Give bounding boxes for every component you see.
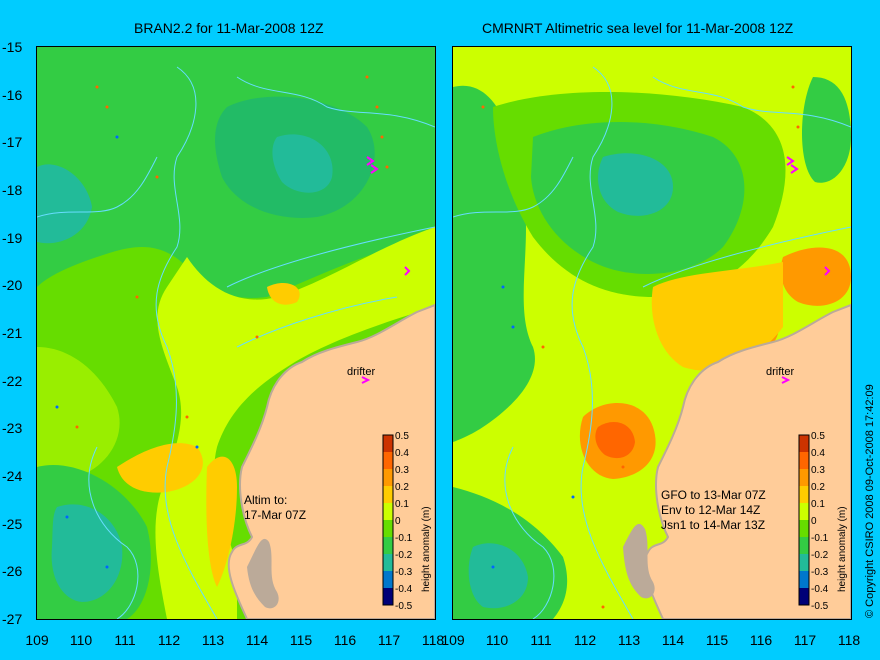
y-tick: -25: [2, 516, 23, 532]
svg-text:0.3: 0.3: [811, 465, 825, 476]
y-tick: -22: [2, 373, 23, 389]
x-tick: 114: [245, 632, 269, 648]
y-tick: -20: [2, 277, 23, 293]
x-tick: 118: [421, 632, 445, 648]
contour-lines: [37, 66, 435, 619]
right-map-panel: drifter GFO to 13-Mar 07Z Env to 12-Mar …: [452, 46, 852, 620]
svg-text:0.5: 0.5: [811, 431, 825, 442]
x-tick: 114: [661, 632, 685, 648]
drifter-marker-north: [366, 156, 379, 174]
anomaly-region-west-mid: [37, 347, 120, 479]
anomaly-patch-yellow-1: [117, 443, 203, 493]
y-tick: -27: [2, 611, 23, 627]
x-tick: 116: [333, 632, 357, 648]
note-line-3: Jsn1 to 14-Mar 13Z: [661, 518, 765, 532]
y-tick: -26: [2, 563, 23, 579]
x-tick: 111: [114, 632, 136, 648]
right-map-svg: drifter GFO to 13-Mar 07Z Env to 12-Mar …: [453, 47, 851, 619]
svg-text:0.2: 0.2: [395, 482, 409, 493]
note-line-1: Altim to:: [244, 493, 287, 507]
drifter-marker-north: [786, 156, 799, 174]
x-tick: 117: [793, 632, 817, 648]
svg-text:-0.2: -0.2: [395, 550, 413, 561]
svg-text:0.1: 0.1: [811, 499, 825, 510]
svg-text:-0.2: -0.2: [811, 550, 829, 561]
left-map-svg: drifter Altim to: 17-Mar 07Z 0.5 0.4 0.3…: [37, 47, 435, 619]
observation-dots: [55, 75, 389, 569]
drifter-marker-label: [361, 376, 371, 384]
left-panel-title: BRAN2.2 for 11-Mar-2008 12Z: [134, 20, 324, 36]
colorbar: 0.5 0.4 0.3 0.2 0.1 0 -0.1 -0.2 -0.3 -0.…: [382, 431, 432, 612]
x-tick: 113: [617, 632, 641, 648]
observation-dots: [481, 85, 800, 609]
x-tick: 110: [69, 632, 93, 648]
y-tick: -15: [2, 39, 23, 55]
anomaly-region-north-core: [272, 134, 333, 193]
anomaly-patch-yellow-2: [206, 456, 237, 587]
drifter-marker-east: [404, 266, 411, 276]
x-tick: 118: [837, 632, 861, 648]
x-tick: 115: [289, 632, 313, 648]
anomaly-patch-yellow-3: [267, 282, 300, 305]
y-tick: -21: [2, 325, 23, 341]
svg-text:-0.4: -0.4: [811, 584, 829, 595]
svg-text:-0.4: -0.4: [395, 584, 413, 595]
note-line-2: Env to 12-Mar 14Z: [661, 503, 760, 517]
y-tick: -19: [2, 230, 23, 246]
anomaly-patch-yellow-1: [651, 262, 783, 371]
left-map-panel: drifter Altim to: 17-Mar 07Z 0.5 0.4 0.3…: [36, 46, 436, 620]
coastline-bay: [623, 523, 655, 599]
note-line-2: 17-Mar 07Z: [244, 508, 306, 522]
anomaly-region-west: [37, 164, 92, 244]
x-tick: 112: [573, 632, 597, 648]
svg-text:-0.3: -0.3: [811, 567, 829, 578]
y-tick: -23: [2, 420, 23, 436]
x-tick: 110: [485, 632, 509, 648]
y-tick: -16: [2, 87, 23, 103]
y-tick: -18: [2, 182, 23, 198]
anomaly-region-northeast: [801, 77, 851, 183]
svg-text:0.3: 0.3: [395, 465, 409, 476]
note-line-1: GFO to 13-Mar 07Z: [661, 488, 766, 502]
svg-text:0: 0: [811, 516, 817, 527]
anomaly-band-coastal: [155, 227, 435, 619]
svg-text:-0.5: -0.5: [395, 601, 413, 612]
drifter-marker-east: [824, 266, 831, 276]
anomaly-patch-orange-2: [780, 247, 851, 306]
x-tick: 111: [530, 632, 552, 648]
svg-text:0.4: 0.4: [811, 448, 825, 459]
svg-text:0.2: 0.2: [811, 482, 825, 493]
svg-text:0.1: 0.1: [395, 499, 409, 510]
y-tick: -24: [2, 468, 23, 484]
anomaly-patch-orange-core: [595, 422, 635, 459]
anomaly-region-north-core: [598, 153, 673, 216]
y-tick: -17: [2, 134, 23, 150]
colorbar-label: height anomaly (m): [421, 506, 432, 592]
svg-text:0: 0: [395, 516, 401, 527]
svg-text:0.5: 0.5: [395, 431, 409, 442]
svg-text:0.4: 0.4: [395, 448, 409, 459]
x-tick: 109: [441, 632, 465, 648]
anomaly-region-southwest-core: [468, 543, 528, 609]
copyright-text: © Copyright CSIRO 2008 09-Oct-2008 17:42…: [864, 384, 876, 618]
drifter-label: drifter: [347, 366, 375, 378]
x-tick: 116: [749, 632, 773, 648]
drifter-marker-label: [781, 376, 791, 384]
svg-text:-0.5: -0.5: [811, 601, 829, 612]
colorbar-label: height anomaly (m): [837, 506, 848, 592]
svg-text:-0.3: -0.3: [395, 567, 413, 578]
svg-text:-0.1: -0.1: [811, 533, 829, 544]
right-panel-title: CMRNRT Altimetric sea level for 11-Mar-2…: [482, 20, 794, 36]
anomaly-region-southwest-core: [51, 504, 123, 602]
x-tick: 113: [201, 632, 225, 648]
x-tick: 109: [25, 632, 49, 648]
colorbar: 0.5 0.4 0.3 0.2 0.1 0 -0.1 -0.2 -0.3 -0.…: [798, 431, 848, 612]
x-tick: 115: [705, 632, 729, 648]
x-tick: 117: [377, 632, 401, 648]
svg-text:-0.1: -0.1: [395, 533, 413, 544]
drifter-label: drifter: [766, 366, 794, 378]
coastline-bay: [247, 538, 279, 609]
x-tick: 112: [157, 632, 181, 648]
contour-lines: [453, 66, 851, 619]
